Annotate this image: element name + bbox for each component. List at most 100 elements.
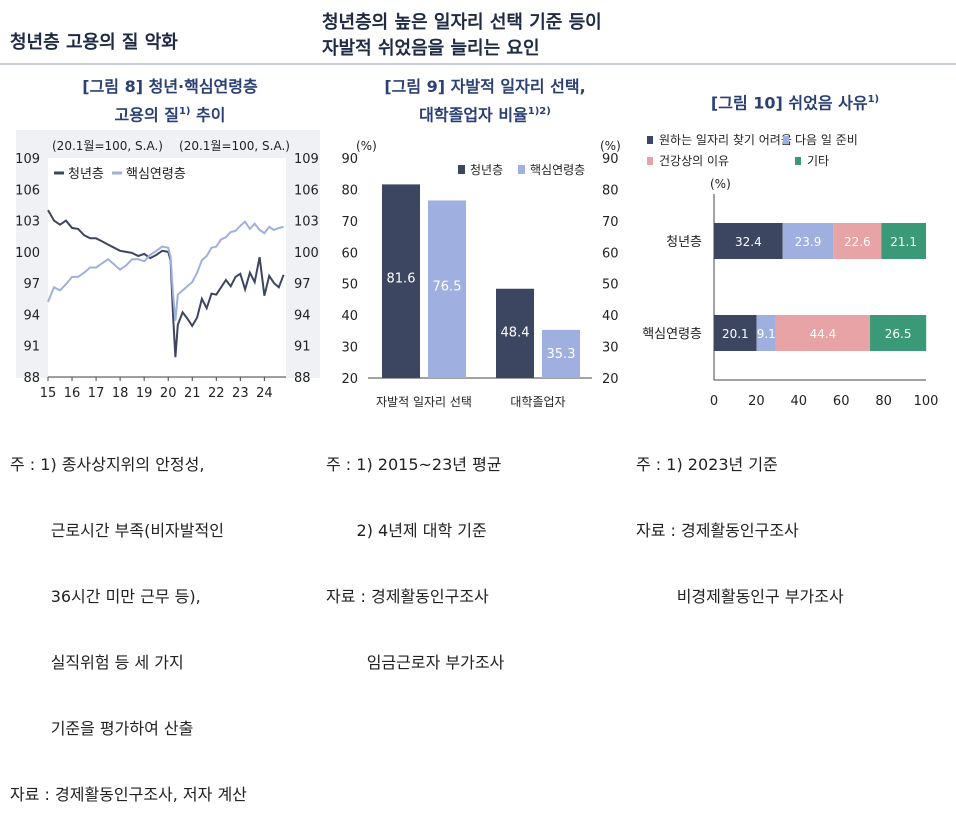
bar-value-label: 26.5 bbox=[885, 327, 912, 341]
y-tick-label-left: 20 bbox=[341, 372, 358, 387]
note-line: 2) 4년제 대학 기준 bbox=[326, 521, 487, 540]
figure10-title: [그림 10] 쉬었음 사유1) bbox=[650, 87, 940, 115]
legend-label: 핵심연령층 bbox=[530, 163, 585, 177]
legend-label: 청년층 bbox=[68, 167, 104, 182]
series-line bbox=[47, 209, 285, 358]
figure9-title-main: 대학졸업자 비율 bbox=[419, 105, 528, 125]
x-tick-label: 20 bbox=[160, 386, 177, 401]
bar-segment bbox=[714, 315, 757, 351]
bar-value-label: 9.1 bbox=[757, 327, 776, 341]
y-tick-label-left: 109 bbox=[15, 152, 40, 167]
y-unit-right: (20.1월=100, S.A.) bbox=[179, 139, 290, 153]
note-line: 비경제활동인구 부가조사 bbox=[636, 587, 844, 606]
legend-marker bbox=[783, 136, 789, 144]
x-tick-label: 22 bbox=[208, 386, 225, 401]
legend-marker bbox=[647, 136, 653, 144]
note-line: 자료 : 경제활동인구조사 bbox=[636, 521, 799, 540]
note-line: 근로시간 부족(비자발적인 bbox=[10, 521, 224, 540]
legend-label: 청년층 bbox=[470, 163, 503, 177]
figure9-title-sup: 1)2) bbox=[527, 106, 551, 117]
legend-marker bbox=[458, 165, 465, 174]
bar-segment bbox=[714, 223, 783, 259]
y-tick-label-left: 50 bbox=[341, 278, 358, 293]
x-category-label: 대학졸업자 bbox=[510, 395, 565, 409]
y-unit-right: (%) bbox=[600, 139, 621, 153]
y-tick-label-right: 90 bbox=[602, 152, 619, 167]
y-tick-label-right: 97 bbox=[294, 277, 311, 292]
bar-segment bbox=[833, 223, 882, 259]
figure10-title-sup: 1) bbox=[867, 94, 880, 105]
legend-label: 다음 일 준비 bbox=[795, 133, 858, 147]
bar-segment bbox=[881, 223, 926, 259]
figure8-title: [그림 8] 청년·핵심연령층 고용의 질1) 추이 bbox=[20, 74, 320, 127]
note-line: 임금근로자 부가조사 bbox=[326, 653, 505, 672]
legend-label: 기타 bbox=[807, 154, 829, 168]
figure8-title-line1: [그림 8] 청년·핵심연령층 bbox=[82, 77, 258, 96]
y-tick-label-right: 100 bbox=[294, 246, 319, 261]
bar-segment bbox=[756, 315, 776, 351]
y-unit-left: (20.1월=100, S.A.) bbox=[52, 139, 163, 153]
x-tick-label: 100 bbox=[914, 394, 939, 409]
note-line: 주 : 1) 2015~23년 평균 bbox=[326, 455, 502, 474]
y-tick-label-left: 100 bbox=[15, 246, 40, 261]
bar bbox=[496, 288, 534, 378]
y-unit-left: (%) bbox=[356, 139, 377, 153]
y-tick-label-left: 60 bbox=[341, 246, 358, 261]
x-tick-label: 18 bbox=[112, 386, 129, 401]
x-tick-label: 23 bbox=[232, 386, 249, 401]
y-tick-label-right: 88 bbox=[294, 371, 311, 386]
figure8-line-chart: 88 88 91 91 94 94 97 97 100 100 103 103 106 106 109 109… bbox=[15, 130, 320, 401]
bar-value-label: 32.4 bbox=[735, 235, 762, 249]
bar-segment bbox=[775, 315, 871, 351]
x-tick-label: 19 bbox=[136, 386, 153, 401]
legend-marker bbox=[518, 165, 525, 174]
bar-value-label: 76.5 bbox=[433, 280, 462, 295]
y-tick-label-right: 106 bbox=[294, 183, 319, 198]
series-line bbox=[47, 220, 284, 321]
y-tick-label-right: 70 bbox=[602, 215, 619, 230]
figure9-notes: 주 : 1) 2015~23년 평균 2) 4년제 대학 기준 자료 : 경제활… bbox=[326, 410, 504, 696]
bar-segment bbox=[870, 315, 927, 351]
figure10-title-main: [그림 10] 쉬었음 사유 bbox=[710, 93, 868, 113]
y-tick-label-right: 80 bbox=[602, 183, 619, 198]
section-subtitle-line2: 자발적 쉬었음을 늘리는 요인 bbox=[322, 38, 540, 59]
note-line: 주 : 1) 종사상지위의 안정성, bbox=[10, 455, 205, 474]
section-subtitle: 청년층의 높은 일자리 선택 기준 등이 자발적 쉬었음을 늘리는 요인 bbox=[322, 10, 602, 62]
legend-label: 핵심연령층 bbox=[126, 167, 186, 182]
legend-marker bbox=[795, 157, 801, 165]
y-tick-label-right: 20 bbox=[602, 372, 619, 387]
note-line: 실직위험 등 세 가지 bbox=[10, 653, 184, 672]
y-tick-label-right: 109 bbox=[294, 152, 319, 167]
y-tick-label-left: 90 bbox=[341, 152, 358, 167]
x-tick-label: 15 bbox=[40, 386, 57, 401]
y-tick-label-left: 70 bbox=[341, 215, 358, 230]
y-tick-label-right: 94 bbox=[294, 308, 311, 323]
top-rule bbox=[0, 0, 956, 7]
bar-value-label: 48.4 bbox=[501, 326, 530, 341]
note-line: 자료 : 경제활동인구조사 bbox=[326, 587, 489, 606]
y-tick-label-right: 40 bbox=[602, 309, 619, 324]
bar-value-label: 35.3 bbox=[547, 347, 576, 362]
x-tick-label: 0 bbox=[710, 394, 718, 409]
figure8-title-line2: 고용의 질1) 추이 bbox=[20, 99, 320, 127]
bar bbox=[428, 200, 466, 378]
x-tick-label: 16 bbox=[64, 386, 81, 401]
legend-marker bbox=[647, 157, 653, 165]
y-tick-label-left: 103 bbox=[15, 215, 40, 230]
section-subtitle-line1: 청년층의 높은 일자리 선택 기준 등이 bbox=[322, 12, 602, 33]
x-unit: (%) bbox=[710, 177, 731, 191]
figure8-title-tail: 추이 bbox=[190, 105, 226, 125]
figure9-title-line1: [그림 9] 자발적 일자리 선택, bbox=[384, 77, 586, 96]
y-tick-label-right: 103 bbox=[294, 215, 319, 230]
bar-value-label: 22.6 bbox=[844, 235, 871, 249]
x-tick-label: 80 bbox=[875, 394, 892, 409]
y-tick-label-left: 91 bbox=[23, 340, 40, 355]
bar bbox=[542, 329, 580, 378]
y-tick-label-left: 97 bbox=[23, 277, 40, 292]
figure9-title: [그림 9] 자발적 일자리 선택, 대학졸업자 비율1)2) bbox=[345, 74, 625, 127]
bar bbox=[382, 184, 420, 378]
y-tick-label-right: 60 bbox=[602, 246, 619, 261]
y-tick-label-left: 94 bbox=[23, 308, 40, 323]
y-tick-label-left: 88 bbox=[23, 371, 40, 386]
